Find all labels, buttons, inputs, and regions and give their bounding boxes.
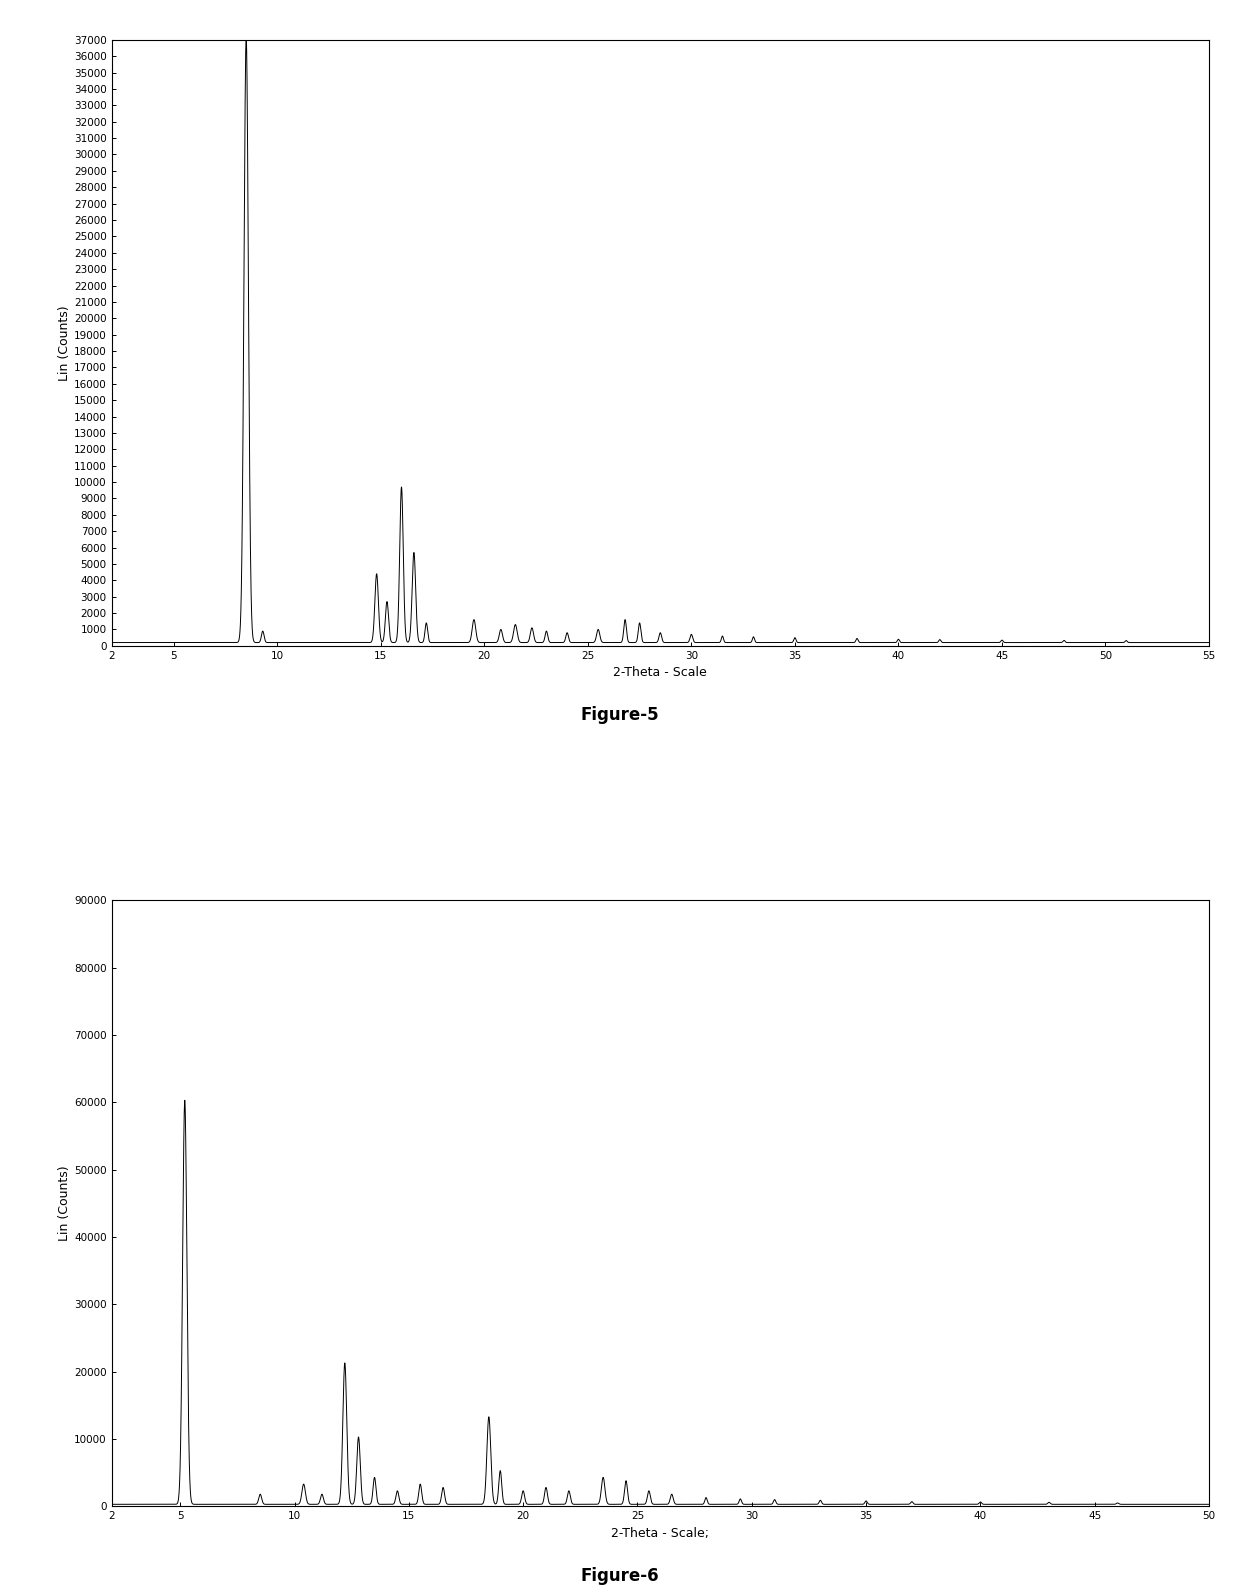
X-axis label: 2-Theta - Scale;: 2-Theta - Scale;	[611, 1527, 709, 1540]
Y-axis label: Lin (Counts): Lin (Counts)	[58, 1165, 72, 1242]
Y-axis label: Lin (Counts): Lin (Counts)	[58, 304, 71, 381]
Text: Figure-5: Figure-5	[580, 706, 660, 724]
X-axis label: 2-Theta - Scale: 2-Theta - Scale	[614, 666, 707, 679]
Text: Figure-6: Figure-6	[580, 1567, 660, 1584]
